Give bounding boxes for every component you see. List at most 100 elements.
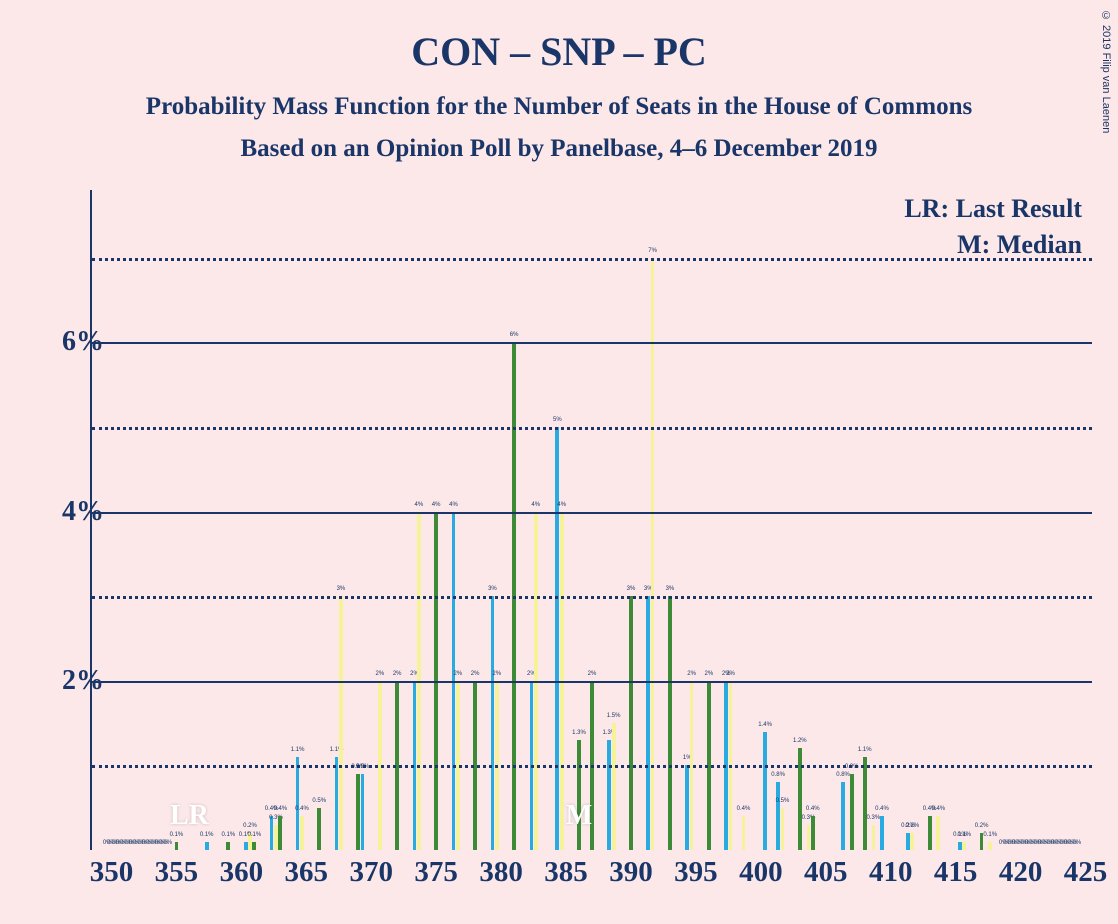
bar-value-label: 3% xyxy=(666,586,675,592)
chart-title: CON – SNP – PC xyxy=(0,0,1118,75)
bar-group: 1.1% xyxy=(326,757,339,850)
bar-group: 5% xyxy=(547,427,560,850)
gridline-minor xyxy=(92,596,1092,599)
bar-group: 1.5% xyxy=(611,723,624,850)
bar: 0.4% xyxy=(300,816,304,850)
bar-group: 1.3% xyxy=(598,740,611,850)
bar-group: 0.1% xyxy=(170,842,183,850)
bar-value-label: 2% xyxy=(453,671,462,677)
bar-group: 1% xyxy=(676,765,689,850)
x-axis-labels: 3503553603653703753803853903954004054104… xyxy=(92,852,1092,892)
x-tick-label: 360 xyxy=(220,856,264,889)
gridline-major xyxy=(92,681,1092,683)
bar-value-label: 1.1% xyxy=(858,747,872,753)
x-tick-label: 405 xyxy=(804,856,848,889)
chart-marker: M xyxy=(566,800,592,832)
bar-group: 1.4% xyxy=(754,732,767,850)
bar-value-label: 0% xyxy=(1072,840,1081,846)
bar: 0.4% xyxy=(811,816,815,850)
bar-group: 0.9%0.9% xyxy=(352,774,365,850)
bar-value-label: 2% xyxy=(393,671,402,677)
bar-group: 7% xyxy=(650,258,663,850)
gridline-major xyxy=(92,512,1092,514)
bar-value-label: 2% xyxy=(588,671,597,677)
bar: 0.3% xyxy=(807,825,811,850)
x-tick-label: 410 xyxy=(869,856,913,889)
bar: 3% xyxy=(629,596,633,850)
bar-value-label: 0.3% xyxy=(867,815,881,821)
bar: 3% xyxy=(668,596,672,850)
bar-value-label: 2% xyxy=(376,671,385,677)
gridline-minor xyxy=(92,427,1092,430)
bar: 0.1% xyxy=(175,842,179,850)
bar-group: 0.4% xyxy=(923,816,936,850)
bar-group: 1.1% xyxy=(858,757,871,850)
bar-value-label: 0.2% xyxy=(906,823,920,829)
y-tick-label: 4% xyxy=(62,496,104,528)
bar: 1.1% xyxy=(863,757,867,850)
bar-value-label: 0.1% xyxy=(983,832,997,838)
bar: 1.5% xyxy=(612,723,616,850)
bar: 3% xyxy=(339,596,343,850)
bar: 0.1% xyxy=(205,842,209,850)
bar-group: 0.9% xyxy=(845,774,858,850)
bar-value-label: 1.3% xyxy=(572,730,586,736)
bar-value-label: 2% xyxy=(705,671,714,677)
bar-group: 0.4% xyxy=(300,816,313,850)
bar-group: 3% xyxy=(339,596,352,850)
bar-value-label: 0.2% xyxy=(975,823,989,829)
bar: 0.9% xyxy=(850,774,854,850)
bar-group: 0.1% xyxy=(235,842,248,850)
bar-group: 0.8% xyxy=(832,782,845,850)
bar-value-label: 2% xyxy=(492,671,501,677)
bar-value-label: 1.4% xyxy=(758,722,772,728)
bar-value-label: 0.4% xyxy=(931,806,945,812)
bar-value-label: 0.2% xyxy=(243,823,257,829)
bar-group: 0.4% xyxy=(261,816,274,850)
x-tick-label: 400 xyxy=(739,856,783,889)
bar: 0.5% xyxy=(781,808,785,850)
bar-group: 3% xyxy=(663,596,676,850)
bar-group: 0.4% xyxy=(936,816,949,850)
bar-value-label: 2% xyxy=(471,671,480,677)
bar-value-label: 4% xyxy=(449,502,458,508)
bar: 0.1% xyxy=(252,842,256,850)
bar: 0.1% xyxy=(226,842,230,850)
x-tick-label: 425 xyxy=(1064,856,1108,889)
bar-group: 1.1% xyxy=(287,757,300,850)
gridline-minor xyxy=(92,765,1092,768)
bar-value-label: 0.1% xyxy=(170,832,184,838)
bar-group: 3% xyxy=(482,596,495,850)
bar-group: 0.2%0.1% xyxy=(248,833,261,850)
bar-value-label: 0.1% xyxy=(957,832,971,838)
bar: 0.9% xyxy=(361,774,365,850)
bar-value-label: 1.2% xyxy=(793,738,807,744)
x-tick-label: 420 xyxy=(999,856,1043,889)
bar: 0.4% xyxy=(278,816,282,850)
bar-value-label: 0.1% xyxy=(222,832,236,838)
bar-group: 1.3% xyxy=(573,740,586,850)
chart-subtitle-1: Probability Mass Function for the Number… xyxy=(0,93,1118,121)
bar: 0.5% xyxy=(317,808,321,850)
bar-group: 0.3% 0.4% xyxy=(871,816,884,850)
gridline-minor xyxy=(92,258,1092,261)
bar: 7% xyxy=(651,258,655,850)
bar-group: 0.5% xyxy=(313,808,326,850)
bar-value-label: 0.4% xyxy=(875,806,889,812)
bar: 0.4% xyxy=(742,816,746,850)
x-tick-label: 395 xyxy=(674,856,718,889)
bar-value-label: 0.5% xyxy=(312,798,326,804)
bar-value-label: 6% xyxy=(510,332,519,338)
bar-group: 0.2% xyxy=(910,833,923,850)
bar-value-label: 4% xyxy=(531,502,540,508)
bar: 0.4% xyxy=(880,816,884,850)
bar-value-label: 3% xyxy=(488,586,497,592)
bar-value-label: 0.4% xyxy=(273,806,287,812)
bar: 0.3% xyxy=(274,825,278,850)
bar-value-label: 0.4% xyxy=(806,806,820,812)
bar: 1.3% xyxy=(577,740,581,850)
bar-group: 0.8% xyxy=(767,782,780,850)
y-tick-label: 6% xyxy=(62,326,104,358)
bar: 0.3% xyxy=(872,825,876,850)
y-tick-label: 2% xyxy=(62,665,104,697)
